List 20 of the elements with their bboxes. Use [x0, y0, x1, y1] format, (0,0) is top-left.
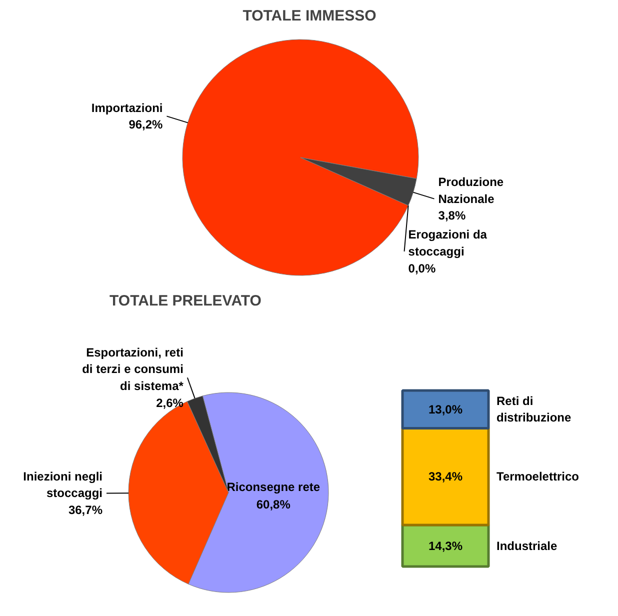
- series-label: Industriale: [496, 538, 558, 553]
- data-label: 60,8%: [256, 498, 291, 512]
- chart-title: TOTALE IMMESSO: [242, 8, 377, 24]
- slice-label: Esportazioni, reti di terzi e consumi di sistema*: [82, 345, 184, 394]
- slice-label: Importazioni: [91, 100, 163, 115]
- data-label: 36,7%: [68, 503, 103, 518]
- text: 0,0%: [408, 261, 436, 276]
- data-label: 96,2%: [128, 118, 164, 132]
- slice-label: Produzione Nazionale: [438, 175, 504, 206]
- data-label: 13,0%: [428, 402, 463, 416]
- data-label: 2,6%: [156, 396, 184, 410]
- data-label: 14,3%: [428, 538, 463, 553]
- data-label: 33,4%: [428, 470, 463, 484]
- data-label: 3,8%: [438, 208, 466, 223]
- slice-label: Riconsegne rete: [226, 480, 320, 494]
- slice-label: Iniezioni negli stoccaggi: [23, 469, 103, 500]
- series-label: Termoelettrico: [496, 470, 579, 484]
- category-label: Erogazioni da stoccaggi: [408, 228, 487, 258]
- series-label: Reti di distribuzione: [496, 394, 572, 425]
- chart-title: TOTALE PRELEVATO: [110, 292, 262, 310]
